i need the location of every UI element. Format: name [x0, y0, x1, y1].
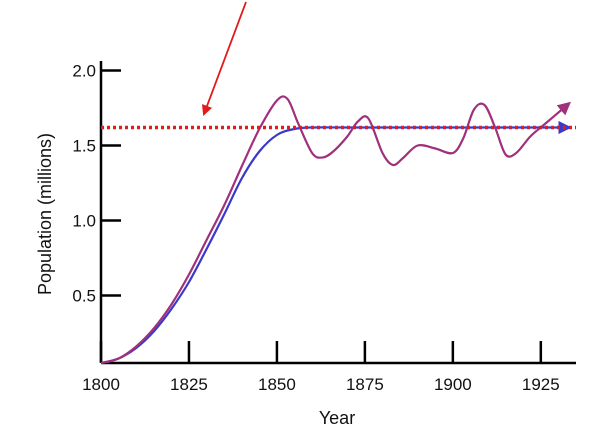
- axes: 1800 1825 1850 1875 1900 1925 0.5 1.0 1.5 2.0: [72, 61, 576, 394]
- y-axis-title: Population (millions): [35, 133, 55, 295]
- series-layer: [100, 95, 572, 365]
- y-tick-label: 2.0: [72, 62, 96, 81]
- y-tick-label: 1.0: [72, 212, 96, 231]
- series-line-logistic: [100, 120, 572, 365]
- x-tick-label: 1875: [346, 375, 384, 394]
- y-ticks: 0.5 1.0 1.5 2.0: [72, 62, 121, 306]
- x-tick-label: 1825: [170, 375, 208, 394]
- annotation-arrow: [201, 1, 247, 117]
- y-tick-label: 1.5: [72, 137, 96, 156]
- x-tick-label: 1925: [522, 375, 560, 394]
- y-tick-label: 0.5: [72, 287, 96, 306]
- x-tick-label: 1900: [434, 375, 472, 394]
- x-ticks: 1800 1825 1850 1875 1900 1925: [82, 341, 560, 394]
- series-line-oscillating: [100, 95, 572, 365]
- x-tick-label: 1800: [82, 375, 120, 394]
- x-tick-label: 1850: [258, 375, 296, 394]
- x-axis-title: Year: [319, 408, 355, 428]
